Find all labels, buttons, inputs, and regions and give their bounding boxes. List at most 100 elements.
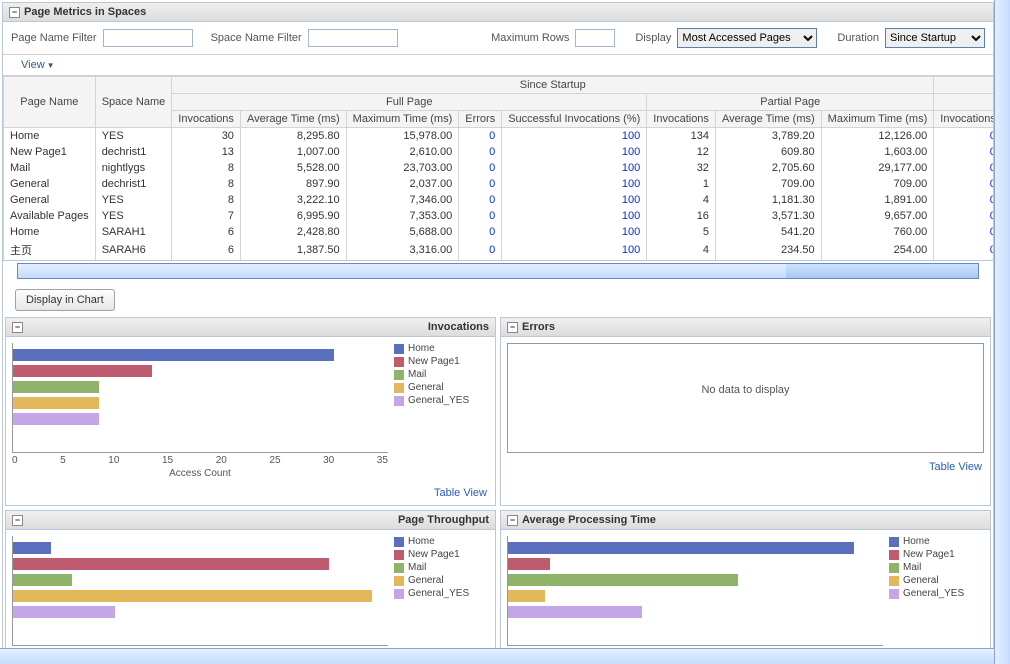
- cell-page: Mail: [4, 160, 96, 176]
- legend-item: New Page1: [394, 549, 489, 560]
- vertical-scrollbar[interactable]: [994, 0, 1010, 664]
- group-since-startup: Since Startup: [172, 77, 934, 94]
- cell-inv: 6: [172, 240, 241, 260]
- group-full-page: Full Page: [172, 94, 647, 111]
- display-in-chart-button[interactable]: Display in Chart: [15, 289, 115, 311]
- duration-select[interactable]: Since Startup: [885, 28, 985, 48]
- col-space-name[interactable]: Space Name: [95, 77, 172, 128]
- legend-label: General_YES: [408, 395, 469, 406]
- display-select[interactable]: Most Accessed Pages: [677, 28, 817, 48]
- table-view-link[interactable]: Table View: [929, 461, 982, 473]
- cell-pct: 100: [502, 176, 647, 192]
- cell-page: Home: [4, 128, 96, 145]
- col-p-max-time[interactable]: Maximum Time (ms): [821, 111, 934, 128]
- cell-space: dechrist1: [95, 176, 172, 192]
- table-view-link[interactable]: Table View: [434, 487, 487, 499]
- collapse-icon[interactable]: −: [9, 7, 20, 18]
- cell-space: dechrist1: [95, 144, 172, 160]
- legend-item: General_YES: [394, 395, 489, 406]
- cell-rinv: 0: [934, 128, 993, 145]
- table-row[interactable]: GeneralYES83,222.107,346.00010041,181.30…: [4, 192, 994, 208]
- col-p-avg-time[interactable]: Average Time (ms): [715, 111, 821, 128]
- cell-err: 0: [459, 224, 502, 240]
- col-p-invocations[interactable]: Invocations: [647, 111, 716, 128]
- legend-label: Mail: [903, 562, 921, 573]
- no-data-message: No data to display: [508, 344, 983, 396]
- cell-pinv: 32: [647, 160, 716, 176]
- cell-avg: 5,528.00: [240, 160, 346, 176]
- col-r-invocations[interactable]: Invocations: [934, 111, 993, 128]
- col-page-name[interactable]: Page Name: [4, 77, 96, 128]
- bar: [13, 397, 99, 409]
- col-invocations[interactable]: Invocations: [172, 111, 241, 128]
- col-avg-time[interactable]: Average Time (ms): [240, 111, 346, 128]
- chart-title: Invocations: [428, 321, 489, 333]
- cell-pmax: 29,177.00: [821, 160, 934, 176]
- cell-pct: 100: [502, 160, 647, 176]
- cell-pinv: 4: [647, 192, 716, 208]
- collapse-icon[interactable]: −: [507, 515, 518, 526]
- cell-inv: 8: [172, 160, 241, 176]
- errors-plot: No data to display: [507, 343, 984, 453]
- table-row[interactable]: Generaldechrist18897.902,037.0001001709.…: [4, 176, 994, 192]
- filter-bar: Page Name Filter Space Name Filter Maxim…: [3, 22, 993, 55]
- legend-item: Mail: [394, 369, 489, 380]
- legend-label: Home: [408, 343, 435, 354]
- display-label: Display: [635, 32, 671, 44]
- cell-pavg: 1,181.30: [715, 192, 821, 208]
- table-wrap: Page Name Space Name Since Startup Recen…: [3, 76, 993, 261]
- cell-avg: 2,428.80: [240, 224, 346, 240]
- legend-swatch: [889, 589, 899, 599]
- page-name-filter-input[interactable]: [103, 29, 193, 47]
- cell-pinv: 5: [647, 224, 716, 240]
- x-tick: 15: [162, 455, 173, 466]
- bar: [13, 413, 99, 425]
- bar: [13, 574, 72, 586]
- cell-pmax: 12,126.00: [821, 128, 934, 145]
- x-axis-label: Access Count: [12, 468, 388, 479]
- page-metrics-panel: − Page Metrics in Spaces Page Name Filte…: [2, 2, 994, 664]
- cell-err: 0: [459, 144, 502, 160]
- cell-rinv: 0: [934, 176, 993, 192]
- table-row[interactable]: 主页SARAH661,387.503,316.0001004234.50254.…: [4, 240, 994, 260]
- col-max-time[interactable]: Maximum Time (ms): [346, 111, 459, 128]
- legend-swatch: [394, 576, 404, 586]
- table-row[interactable]: Mailnightlygs85,528.0023,703.000100322,7…: [4, 160, 994, 176]
- col-errors[interactable]: Errors: [459, 111, 502, 128]
- charts-grid: − Invocations 05101520253035 Access Coun…: [3, 317, 993, 664]
- col-success-pct[interactable]: Successful Invocations (%): [502, 111, 647, 128]
- cell-pct: 100: [502, 128, 647, 145]
- cell-avg: 8,295.80: [240, 128, 346, 145]
- collapse-icon[interactable]: −: [507, 322, 518, 333]
- cell-pavg: 609.80: [715, 144, 821, 160]
- metrics-table: Page Name Space Name Since Startup Recen…: [3, 76, 993, 260]
- cell-inv: 30: [172, 128, 241, 145]
- legend-label: General_YES: [408, 588, 469, 599]
- legend-label: General: [903, 575, 939, 586]
- cell-page: General: [4, 192, 96, 208]
- cell-err: 0: [459, 192, 502, 208]
- cell-pmax: 709.00: [821, 176, 934, 192]
- collapse-icon[interactable]: −: [12, 322, 23, 333]
- table-row[interactable]: Available PagesYES76,995.907,353.0001001…: [4, 208, 994, 224]
- cell-pinv: 1: [647, 176, 716, 192]
- table-row[interactable]: New Page1dechrist1131,007.002,610.000100…: [4, 144, 994, 160]
- horizontal-scrollbar[interactable]: [0, 648, 994, 664]
- table-hscroll[interactable]: [17, 263, 979, 279]
- invocations-plot: [12, 343, 388, 453]
- legend-swatch: [889, 576, 899, 586]
- view-menu[interactable]: View▼: [21, 59, 55, 71]
- cell-pmax: 1,891.00: [821, 192, 934, 208]
- table-row[interactable]: HomeSARAH162,428.805,688.0001005541.2076…: [4, 224, 994, 240]
- space-name-filter-input[interactable]: [308, 29, 398, 47]
- cell-rinv: 0: [934, 160, 993, 176]
- legend-swatch: [394, 396, 404, 406]
- x-axis: 05101520253035: [12, 453, 388, 468]
- legend-swatch: [394, 344, 404, 354]
- cell-max: 15,978.00: [346, 128, 459, 145]
- max-rows-input[interactable]: [575, 29, 615, 47]
- table-row[interactable]: HomeYES308,295.8015,978.0001001343,789.2…: [4, 128, 994, 145]
- collapse-icon[interactable]: −: [12, 515, 23, 526]
- cell-err: 0: [459, 208, 502, 224]
- cell-page: 主页: [4, 240, 96, 260]
